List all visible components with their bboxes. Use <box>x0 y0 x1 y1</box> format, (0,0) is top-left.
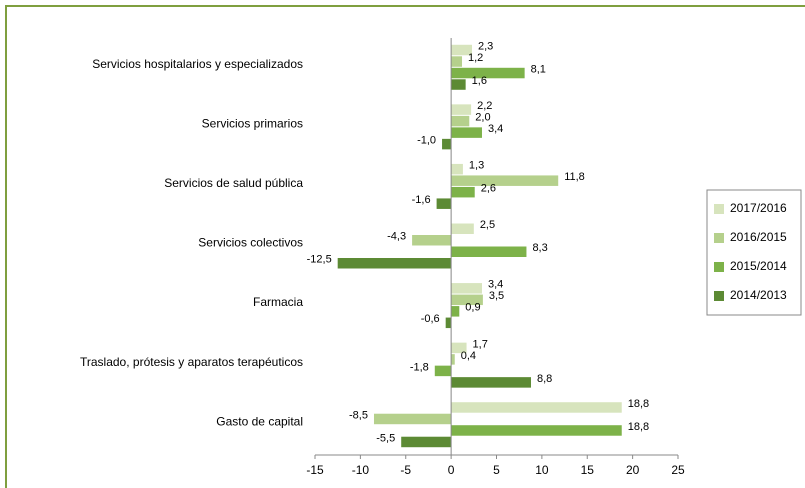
legend-label: 2017/2016 <box>730 201 787 215</box>
value-label: 2,6 <box>481 183 496 195</box>
bar <box>412 235 452 246</box>
value-label: -1,0 <box>417 135 436 147</box>
bar <box>451 246 527 257</box>
bar <box>434 365 452 377</box>
x-tick-label: 15 <box>581 463 595 477</box>
value-label: -1,8 <box>410 361 429 373</box>
x-tick-label: 25 <box>671 463 685 477</box>
value-label: 11,8 <box>564 171 585 183</box>
bar <box>442 138 452 150</box>
legend-swatch <box>714 291 724 301</box>
value-label: 0,4 <box>461 350 476 362</box>
bar <box>451 115 470 127</box>
value-label: 2,0 <box>475 112 490 124</box>
bar <box>451 104 472 115</box>
bar <box>401 436 452 448</box>
bar <box>451 163 463 175</box>
value-label: -5,5 <box>376 432 395 444</box>
value-label: 18,8 <box>628 421 649 433</box>
x-tick-label: -10 <box>352 463 370 477</box>
legend-label: 2015/2014 <box>730 259 787 273</box>
category-label: Farmacia <box>253 295 303 309</box>
bar <box>451 223 474 234</box>
bar <box>436 198 452 209</box>
legend-swatch <box>714 233 724 243</box>
value-label: 2,5 <box>480 219 495 231</box>
bar <box>451 306 460 317</box>
bar <box>451 127 482 138</box>
category-label: Gasto de capital <box>216 414 303 428</box>
value-label: 3,4 <box>488 279 503 291</box>
legend-swatch <box>714 262 724 272</box>
bar <box>451 354 455 365</box>
x-tick-label: 10 <box>535 463 549 477</box>
chart-frame <box>5 5 805 488</box>
value-label: -12,5 <box>307 254 332 266</box>
bar <box>445 317 452 329</box>
bar <box>451 342 467 354</box>
value-label: 0,9 <box>465 302 480 314</box>
value-label: 2,2 <box>477 100 492 112</box>
value-label: 1,7 <box>473 338 488 350</box>
bar <box>451 294 483 306</box>
value-label: -1,6 <box>412 194 431 206</box>
bar <box>451 175 559 186</box>
category-label: Servicios primarios <box>202 117 303 131</box>
bar <box>451 79 466 90</box>
value-label: 1,6 <box>472 75 487 87</box>
category-label: Servicios de salud pública <box>164 176 303 190</box>
legend-label: 2014/2013 <box>730 288 787 302</box>
value-label: 2,3 <box>478 40 493 52</box>
value-label: 18,8 <box>628 398 649 410</box>
value-label: 8,8 <box>537 373 552 385</box>
bar <box>451 283 482 294</box>
x-tick-label: 20 <box>626 463 640 477</box>
value-label: 1,2 <box>468 52 483 64</box>
value-label: -4,3 <box>387 231 406 243</box>
bar <box>373 413 452 425</box>
x-tick-label: -15 <box>306 463 324 477</box>
value-label: 1,3 <box>469 160 484 172</box>
x-tick-label: 0 <box>448 463 455 477</box>
legend-label: 2016/2015 <box>730 230 787 244</box>
bar <box>451 186 475 198</box>
category-label: Servicios colectivos <box>198 236 303 250</box>
category-label: Servicios hospitalarios y especializados <box>92 57 303 71</box>
bar <box>451 377 531 388</box>
x-tick-label: 5 <box>493 463 500 477</box>
value-label: 8,3 <box>532 242 547 254</box>
value-label: -8,5 <box>349 409 368 421</box>
bar <box>451 402 622 413</box>
category-label: Traslado, prótesis y aparatos terapéutic… <box>80 355 303 369</box>
value-label: 8,1 <box>531 63 546 75</box>
legend-swatch <box>714 204 724 214</box>
bar <box>451 67 525 79</box>
value-label: 3,4 <box>488 123 503 135</box>
value-label: -0,6 <box>421 313 440 325</box>
bar <box>451 44 472 56</box>
bar <box>451 56 463 67</box>
value-label: 3,5 <box>489 290 504 302</box>
x-tick-label: -5 <box>400 463 411 477</box>
bar <box>451 425 622 436</box>
bar <box>337 258 452 269</box>
